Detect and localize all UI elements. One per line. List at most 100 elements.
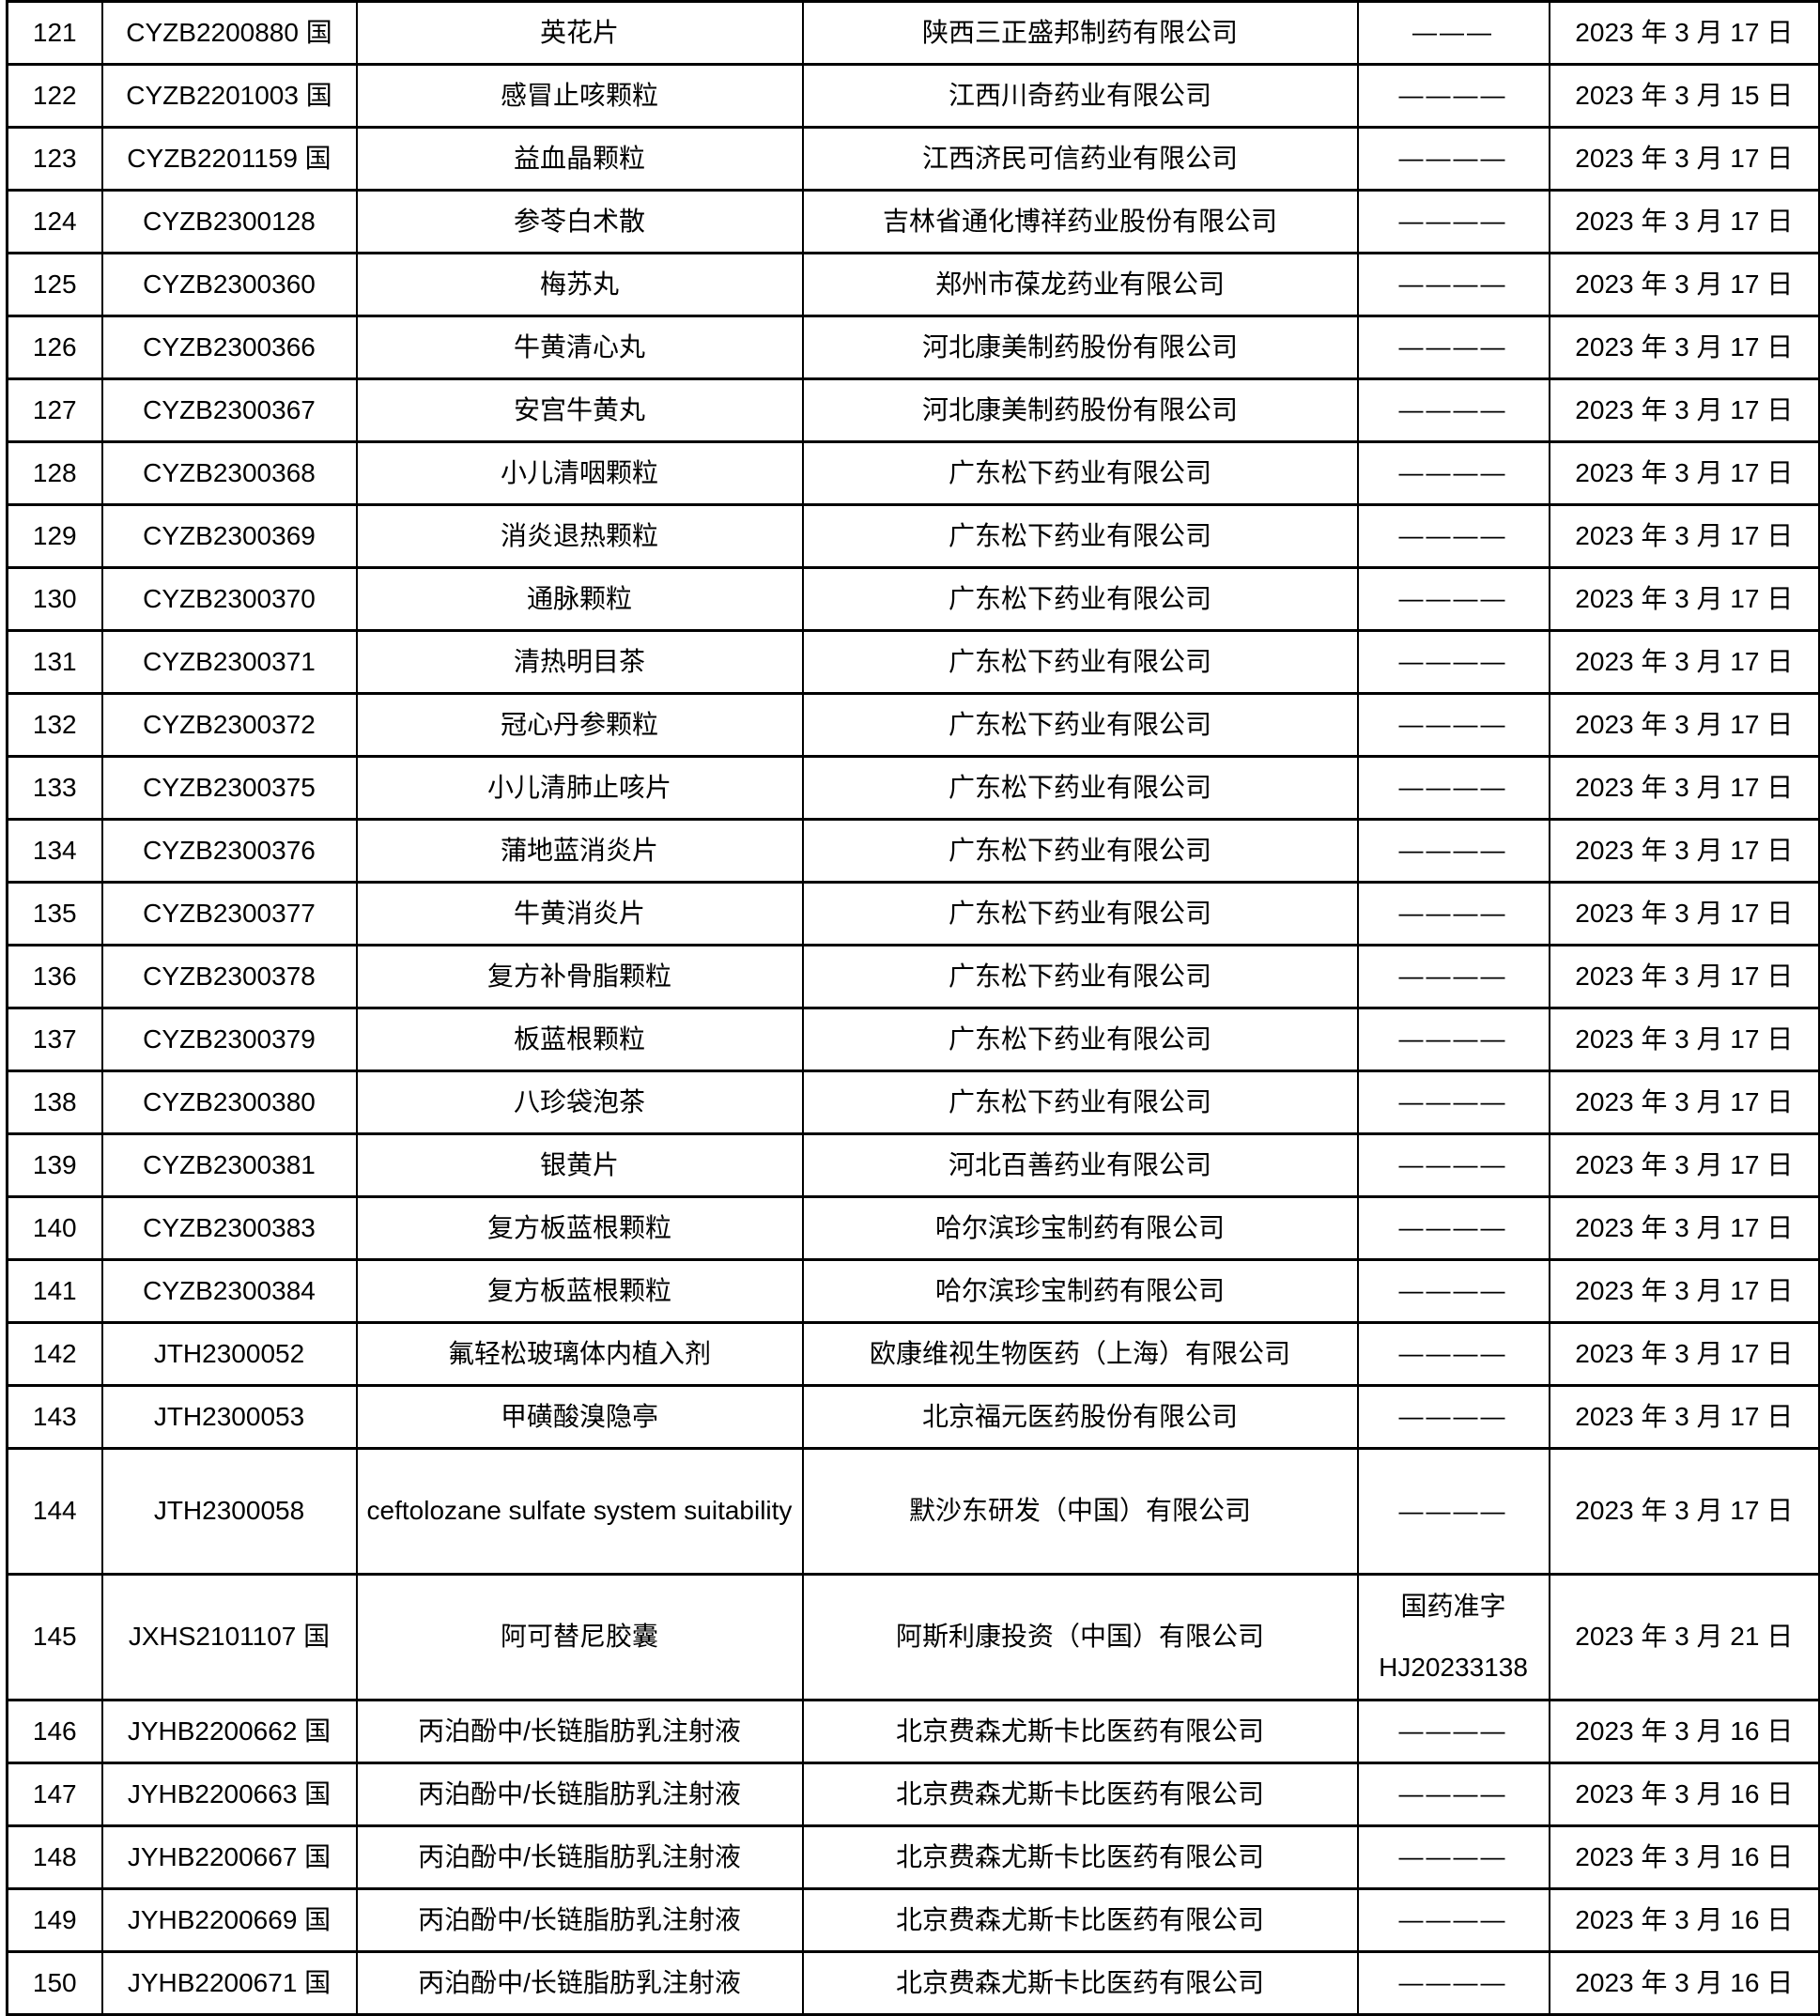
approval-date-cell: 2023 年 3 月 21 日 — [1548, 1573, 1820, 1701]
approval-date-cell: 2023 年 3 月 17 日 — [1548, 881, 1820, 946]
table-row: 139 CYZB2300381 银黄片 河北百善药业有限公司 ———— 2023… — [6, 1132, 1820, 1198]
approval-date-cell: 2023 年 3 月 17 日 — [1548, 566, 1820, 632]
approval-number-cell: ———— — [1356, 1321, 1550, 1387]
approval-number-cell: ———— — [1356, 126, 1550, 192]
acceptance-number-cell: CYZB2300369 — [100, 503, 358, 569]
approval-placeholder-dashes: ———— — [1398, 773, 1508, 802]
row-number-cell: 131 — [6, 629, 103, 695]
company-name-cell: 北京费森尤斯卡比医药有限公司 — [801, 1950, 1359, 2016]
drug-name-cell: 丙泊酚中/长链脂肪乳注射液 — [355, 1950, 804, 2016]
approval-date-cell: 2023 年 3 月 17 日 — [1548, 189, 1820, 254]
acceptance-number-cell: CYZB2300383 — [100, 1195, 358, 1261]
row-number-cell: 129 — [6, 503, 103, 569]
approval-number-cell: ———— — [1356, 252, 1550, 317]
approval-placeholder-dashes: ———— — [1398, 647, 1508, 676]
approval-date-cell: 2023 年 3 月 17 日 — [1548, 252, 1820, 317]
drug-name-cell: 益血晶颗粒 — [355, 126, 804, 192]
approval-number-cell: ———— — [1356, 1070, 1550, 1135]
acceptance-number-cell: JYHB2200671 国 — [100, 1950, 358, 2016]
table-row: 145 JXHS2101107 国 阿可替尼胶囊 阿斯利康投资（中国）有限公司 … — [6, 1573, 1820, 1701]
table-row: 140 CYZB2300383 复方板蓝根颗粒 哈尔滨珍宝制药有限公司 ————… — [6, 1195, 1820, 1261]
table-row: 130 CYZB2300370 通脉颗粒 广东松下药业有限公司 ———— 202… — [6, 566, 1820, 632]
table-row: 128 CYZB2300368 小儿清咽颗粒 广东松下药业有限公司 ———— 2… — [6, 440, 1820, 506]
approval-number-cell: 国药准字 HJ20233138 — [1356, 1573, 1550, 1701]
drug-name-cell: 清热明目茶 — [355, 629, 804, 695]
company-name-cell: 广东松下药业有限公司 — [801, 1070, 1359, 1135]
company-name-cell: 广东松下药业有限公司 — [801, 944, 1359, 1009]
company-name-cell: 江西济民可信药业有限公司 — [801, 126, 1359, 192]
table-row: 123 CYZB2201159 国 益血晶颗粒 江西济民可信药业有限公司 ———… — [6, 126, 1820, 192]
table-row: 131 CYZB2300371 清热明目茶 广东松下药业有限公司 ———— 20… — [6, 629, 1820, 695]
table-row: 136 CYZB2300378 复方补骨脂颗粒 广东松下药业有限公司 ———— … — [6, 944, 1820, 1009]
acceptance-number-cell: CYZB2300368 — [100, 440, 358, 506]
acceptance-number-cell: CYZB2300375 — [100, 755, 358, 821]
company-name-cell: 郑州市葆龙药业有限公司 — [801, 252, 1359, 317]
approval-date-cell: 2023 年 3 月 16 日 — [1548, 1887, 1820, 1953]
drug-name-cell: 冠心丹参颗粒 — [355, 692, 804, 758]
company-name-cell: 北京费森尤斯卡比医药有限公司 — [801, 1762, 1359, 1827]
company-name-cell: 河北康美制药股份有限公司 — [801, 315, 1359, 380]
approval-number-cell: ———— — [1356, 1887, 1550, 1953]
approval-placeholder-dashes: ———— — [1398, 1276, 1508, 1305]
row-number-cell: 144 — [6, 1447, 103, 1576]
row-number-cell: 136 — [6, 944, 103, 1009]
row-number-cell: 125 — [6, 252, 103, 317]
table-row: 129 CYZB2300369 消炎退热颗粒 广东松下药业有限公司 ———— 2… — [6, 503, 1820, 569]
table-row: 125 CYZB2300360 梅苏丸 郑州市葆龙药业有限公司 ———— 202… — [6, 252, 1820, 317]
approval-placeholder-dashes: ———— — [1398, 1968, 1508, 1997]
company-name-cell: 江西川奇药业有限公司 — [801, 63, 1359, 129]
drug-name-cell: 阿可替尼胶囊 — [355, 1573, 804, 1701]
drug-name-cell: 小儿清咽颗粒 — [355, 440, 804, 506]
approval-number-cell: ———— — [1356, 881, 1550, 946]
approval-number-cell: ———— — [1356, 315, 1550, 380]
drug-name-cell: 氟轻松玻璃体内植入剂 — [355, 1321, 804, 1387]
company-name-cell: 北京费森尤斯卡比医药有限公司 — [801, 1824, 1359, 1890]
approval-placeholder-dashes: ———— — [1398, 1716, 1508, 1746]
drug-name-cell: 丙泊酚中/长链脂肪乳注射液 — [355, 1887, 804, 1953]
approval-number-cell: ——— — [1356, 0, 1550, 66]
approval-number-cell: ———— — [1356, 1258, 1550, 1324]
table-row: 132 CYZB2300372 冠心丹参颗粒 广东松下药业有限公司 ———— 2… — [6, 692, 1820, 758]
drug-name-cell: 丙泊酚中/长链脂肪乳注射液 — [355, 1762, 804, 1827]
company-name-cell: 河北百善药业有限公司 — [801, 1132, 1359, 1198]
approval-date-cell: 2023 年 3 月 16 日 — [1548, 1950, 1820, 2016]
table-row: 141 CYZB2300384 复方板蓝根颗粒 哈尔滨珍宝制药有限公司 ————… — [6, 1258, 1820, 1324]
approval-date-cell: 2023 年 3 月 17 日 — [1548, 377, 1820, 443]
approval-number-cell: ———— — [1356, 1762, 1550, 1827]
row-number-cell: 148 — [6, 1824, 103, 1890]
acceptance-number-cell: JYHB2200663 国 — [100, 1762, 358, 1827]
approval-date-cell: 2023 年 3 月 17 日 — [1548, 1070, 1820, 1135]
approval-number-cell: ———— — [1356, 629, 1550, 695]
approval-number-cell: ———— — [1356, 944, 1550, 1009]
row-number-cell: 121 — [6, 0, 103, 66]
approval-placeholder-dashes: ———— — [1398, 1905, 1508, 1934]
acceptance-number-cell: CYZB2300378 — [100, 944, 358, 1009]
acceptance-number-cell: CYZB2300379 — [100, 1007, 358, 1072]
company-name-cell: 陕西三正盛邦制药有限公司 — [801, 0, 1359, 66]
row-number-cell: 137 — [6, 1007, 103, 1072]
approval-number-line: 国药准字 — [1400, 1592, 1506, 1622]
approval-table: 121 CYZB2200880 国 英花片 陕西三正盛邦制药有限公司 ——— 2… — [6, 0, 1820, 2016]
company-name-cell: 哈尔滨珍宝制药有限公司 — [801, 1195, 1359, 1261]
approval-placeholder-dashes: ———— — [1398, 81, 1508, 110]
approval-placeholder-dashes: ———— — [1398, 332, 1508, 362]
table-row: 133 CYZB2300375 小儿清肺止咳片 广东松下药业有限公司 ———— … — [6, 755, 1820, 821]
approval-placeholder-dashes: ———— — [1398, 1402, 1508, 1431]
approval-date-cell: 2023 年 3 月 17 日 — [1548, 944, 1820, 1009]
approval-date-cell: 2023 年 3 月 17 日 — [1548, 126, 1820, 192]
approval-number-cell: ———— — [1356, 63, 1550, 129]
approval-number-cell: ———— — [1356, 1447, 1550, 1576]
approval-date-cell: 2023 年 3 月 16 日 — [1548, 1699, 1820, 1764]
approval-placeholder-dashes: ———— — [1398, 836, 1508, 865]
approval-date-cell: 2023 年 3 月 17 日 — [1548, 1447, 1820, 1576]
table-row: 149 JYHB2200669 国 丙泊酚中/长链脂肪乳注射液 北京费森尤斯卡比… — [6, 1887, 1820, 1953]
approval-date-cell: 2023 年 3 月 17 日 — [1548, 692, 1820, 758]
acceptance-number-cell: CYZB2300372 — [100, 692, 358, 758]
table-row: 137 CYZB2300379 板蓝根颗粒 广东松下药业有限公司 ———— 20… — [6, 1007, 1820, 1072]
approval-number-cell: ———— — [1356, 755, 1550, 821]
approval-placeholder-dashes: ———— — [1398, 1496, 1508, 1525]
drug-name-cell: 英花片 — [355, 0, 804, 66]
approval-placeholder-dashes: ———— — [1398, 269, 1508, 299]
table-row: 126 CYZB2300366 牛黄清心丸 河北康美制药股份有限公司 ———— … — [6, 315, 1820, 380]
